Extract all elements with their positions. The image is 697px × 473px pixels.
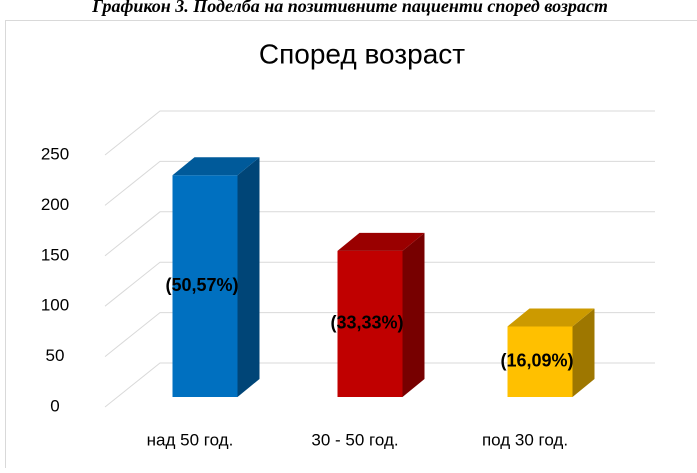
y-tick-label: 0 (50, 396, 59, 415)
caption: Графикон 3. Поделба на позитивните пацие… (91, 0, 608, 16)
bar-side (238, 157, 260, 397)
data-label: (33,33%) (330, 313, 403, 333)
x-tick-label: 30 - 50 год. (311, 430, 398, 449)
y-tick-label: 50 (46, 346, 65, 365)
chart-title: Според возраст (259, 38, 465, 69)
y-tick-label: 200 (41, 195, 69, 214)
grid-line (105, 111, 655, 155)
data-label: (16,09%) (500, 350, 573, 370)
data-label: (50,57%) (165, 275, 238, 295)
y-tick-label: 150 (41, 245, 69, 264)
x-tick-label: над 50 год. (147, 430, 234, 449)
bar-side (403, 233, 425, 397)
x-tick-label: под 30 год. (482, 430, 568, 449)
y-tick-label: 250 (41, 144, 69, 163)
y-tick-label: 100 (41, 296, 69, 315)
